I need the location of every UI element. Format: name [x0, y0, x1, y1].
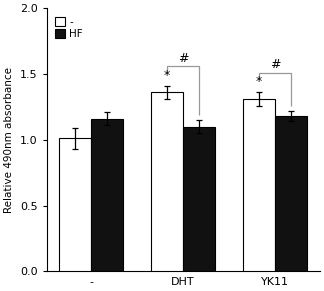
Bar [59, 139, 91, 271]
Bar [151, 92, 183, 271]
Bar [91, 119, 123, 271]
Text: *: * [164, 69, 170, 82]
Text: #: # [270, 58, 281, 71]
Text: #: # [178, 52, 189, 65]
Bar [243, 99, 275, 271]
Bar [275, 116, 307, 271]
Bar [183, 127, 215, 271]
Y-axis label: Relative 490nm absorbance: Relative 490nm absorbance [4, 67, 14, 213]
Legend: -, HF: -, HF [54, 16, 84, 40]
Text: *: * [256, 75, 262, 88]
